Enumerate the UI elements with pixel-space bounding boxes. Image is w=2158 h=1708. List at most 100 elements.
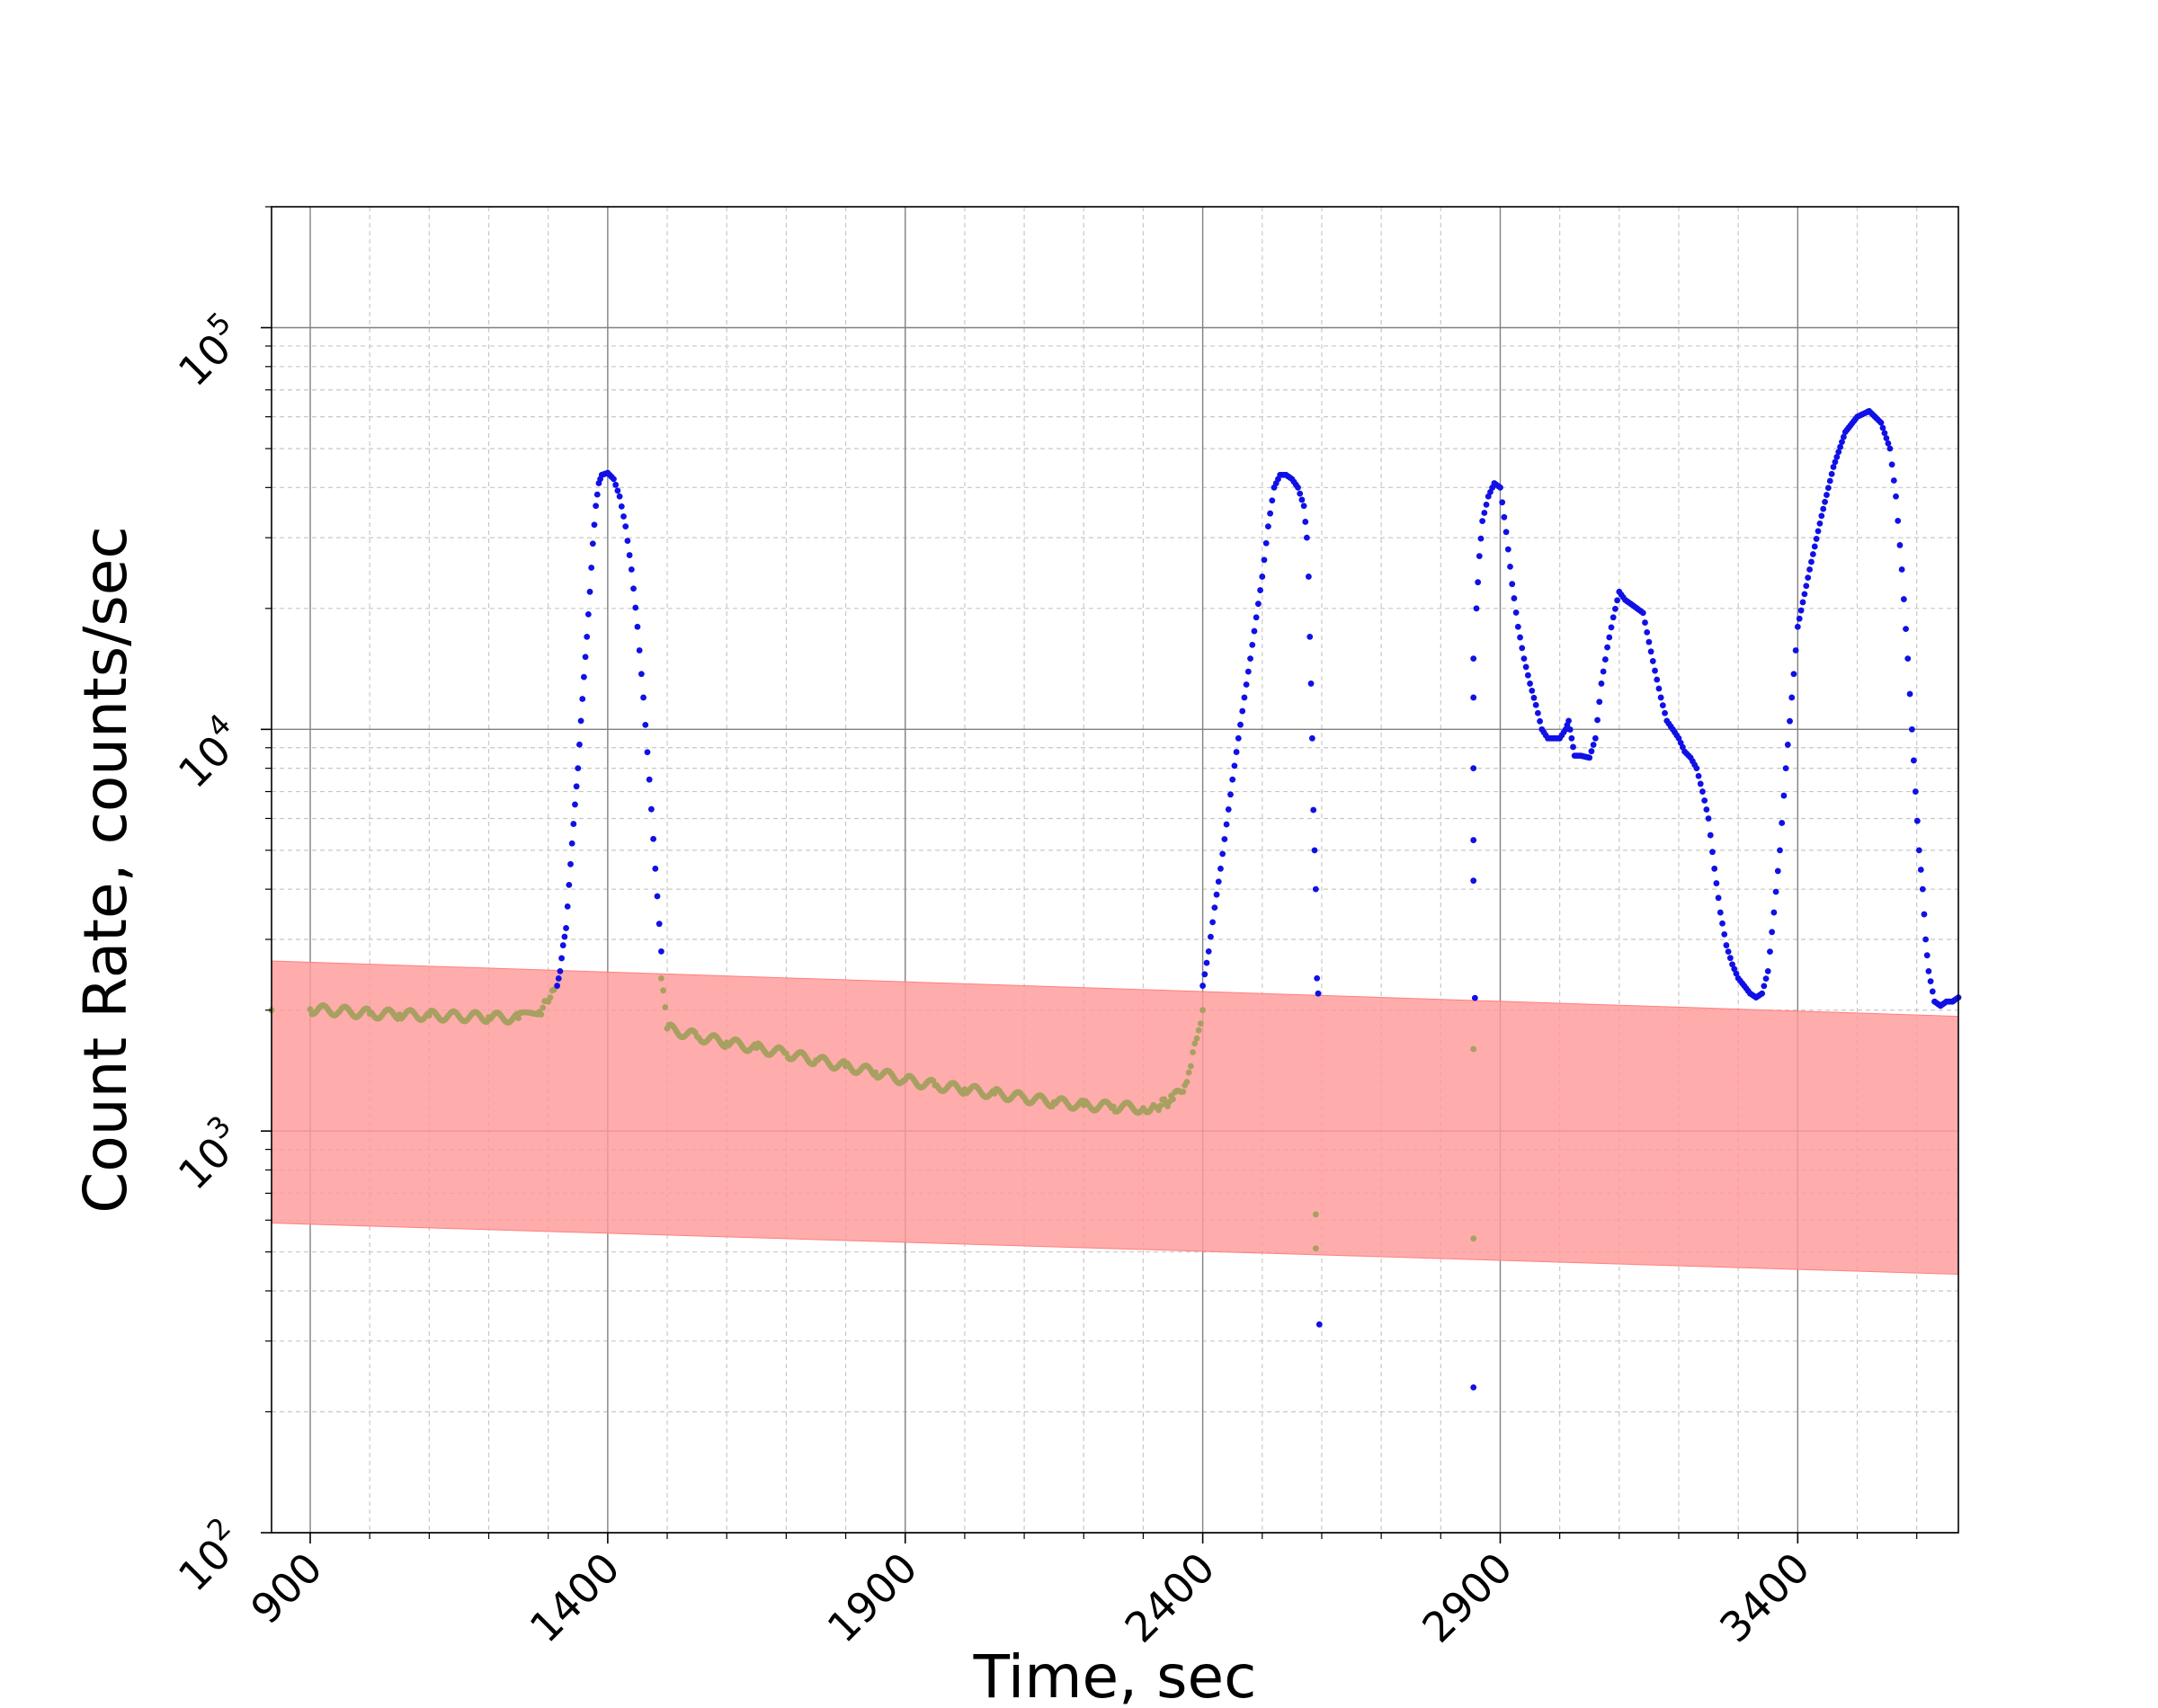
data-point — [1511, 595, 1518, 601]
data-point — [1191, 1040, 1199, 1047]
data-point — [1237, 721, 1244, 728]
data-point — [1509, 581, 1516, 588]
data-point — [1642, 619, 1648, 626]
data-point — [1470, 877, 1477, 885]
data-point — [638, 671, 645, 678]
data-point — [1201, 971, 1208, 978]
data-point — [1243, 681, 1250, 688]
data-point — [1837, 443, 1843, 450]
data-point — [1808, 558, 1815, 565]
data-point — [1701, 797, 1708, 804]
x-tick-label: 3400 — [1710, 1543, 1819, 1652]
data-point — [573, 783, 580, 790]
data-point — [1639, 609, 1646, 617]
data-point — [618, 503, 625, 510]
data-point — [1304, 534, 1310, 541]
data-point — [1481, 510, 1488, 516]
data-point — [1227, 791, 1234, 798]
data-point — [1249, 641, 1256, 648]
data-point — [1659, 702, 1666, 708]
data-point — [1652, 667, 1658, 674]
data-point — [1473, 605, 1480, 612]
data-point — [1886, 445, 1894, 452]
y-tick-label: 105 — [163, 306, 253, 396]
data-point — [1470, 765, 1477, 772]
data-point — [1890, 477, 1897, 484]
data-point — [538, 1011, 545, 1018]
data-point — [1229, 776, 1236, 783]
data-point — [636, 647, 643, 654]
x-tick-label: 2400 — [1115, 1543, 1224, 1652]
data-point — [622, 523, 629, 530]
data-point — [648, 805, 655, 813]
data-point — [626, 552, 633, 558]
data-point — [616, 493, 623, 500]
data-point — [1305, 574, 1312, 580]
data-point — [1709, 849, 1716, 856]
data-point — [1241, 694, 1248, 701]
data-point — [646, 776, 653, 783]
data-point — [1922, 936, 1930, 943]
data-point — [1315, 1321, 1323, 1328]
data-point — [557, 967, 564, 974]
data-point — [632, 604, 639, 611]
data-point — [1777, 847, 1783, 854]
data-point — [1261, 556, 1268, 564]
x-axis-title: Time, sec — [973, 1642, 1257, 1708]
data-point — [1655, 685, 1663, 692]
data-point — [555, 975, 562, 982]
data-point — [566, 881, 573, 888]
data-point — [1774, 867, 1781, 875]
data-point — [584, 610, 592, 618]
data-point — [1244, 668, 1252, 675]
data-point — [564, 903, 571, 910]
y-tick-label: 102 — [163, 1510, 253, 1600]
data-point — [1711, 865, 1718, 872]
data-point — [1300, 503, 1307, 510]
series-1 — [554, 407, 1962, 1391]
data-point — [1239, 707, 1246, 715]
data-point — [872, 1069, 879, 1076]
data-point — [642, 721, 649, 728]
data-point — [1251, 627, 1258, 635]
data-point — [1707, 832, 1714, 839]
data-point — [1187, 1063, 1194, 1070]
data-point — [589, 540, 596, 547]
data-point — [1235, 734, 1242, 742]
data-points — [268, 407, 1962, 1391]
data-point — [1297, 490, 1304, 497]
data-point — [1767, 948, 1773, 955]
data-point — [658, 947, 664, 955]
data-point — [1470, 1045, 1477, 1053]
data-point — [1818, 512, 1825, 520]
data-point — [568, 840, 575, 847]
data-point — [1644, 628, 1651, 636]
data-point — [558, 955, 565, 962]
data-point — [1197, 1020, 1204, 1027]
data-point — [1225, 806, 1232, 813]
data-point — [1570, 743, 1576, 751]
data-point — [1788, 694, 1796, 701]
data-point — [1475, 579, 1482, 586]
data-point — [1649, 658, 1656, 664]
data-point — [1913, 817, 1921, 824]
data-point — [1877, 419, 1885, 426]
data-point — [1921, 911, 1928, 918]
data-point — [554, 983, 561, 989]
major-grid — [272, 207, 1958, 1534]
data-point — [1726, 955, 1734, 962]
data-point — [1199, 983, 1207, 989]
data-point — [1813, 536, 1820, 542]
data-point — [1312, 1245, 1319, 1252]
data-point — [1223, 821, 1230, 828]
data-point — [1295, 484, 1301, 491]
data-point — [581, 673, 587, 681]
data-point — [1306, 633, 1314, 640]
data-point — [1519, 645, 1526, 652]
data-point — [1832, 458, 1839, 466]
data-point — [1110, 1103, 1117, 1110]
data-point — [662, 1004, 669, 1010]
data-point — [576, 741, 583, 748]
data-point — [1822, 498, 1828, 505]
data-point — [1479, 518, 1486, 525]
